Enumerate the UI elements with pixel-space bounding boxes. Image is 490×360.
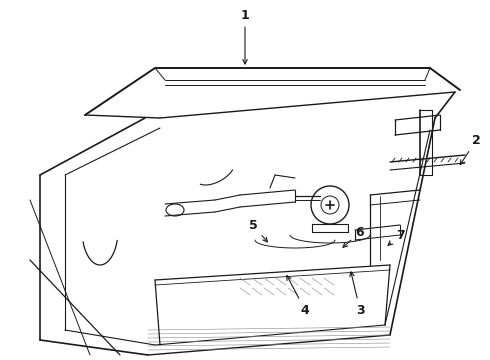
Ellipse shape [321, 196, 339, 214]
Ellipse shape [311, 186, 349, 224]
Ellipse shape [166, 204, 184, 216]
Text: 3: 3 [350, 272, 364, 316]
Text: 4: 4 [287, 275, 309, 316]
Text: 6: 6 [343, 225, 364, 247]
Text: 5: 5 [248, 219, 268, 242]
Text: 1: 1 [241, 9, 249, 64]
Text: 2: 2 [460, 134, 481, 165]
Text: 7: 7 [388, 229, 404, 246]
